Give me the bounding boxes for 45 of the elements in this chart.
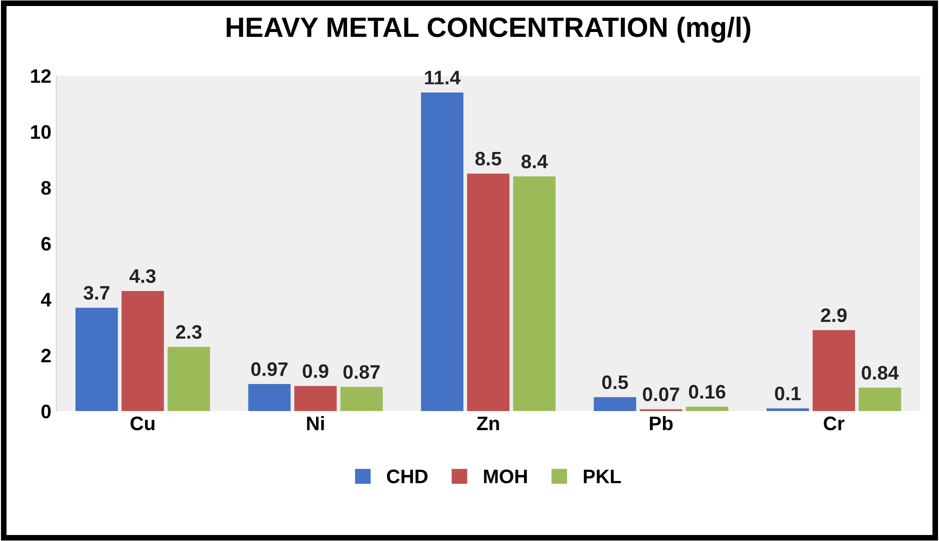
bar [294,386,337,412]
data-label: 0.07 [642,387,680,402]
y-tick-label: 12 [31,69,51,83]
legend-label: PKL [584,470,621,484]
bar [421,92,464,412]
bar [513,176,556,412]
data-label: 3.7 [84,286,110,300]
x-tick-label: Cu [130,416,154,430]
x-tick-label: Pb [650,416,673,430]
data-label: 0.97 [251,362,288,376]
data-label: 8.4 [521,154,548,168]
bar [122,290,164,412]
bar [686,406,728,412]
data-label: 11.4 [425,70,460,84]
x-tick-label: Cr [824,416,844,430]
bar [594,397,636,412]
bar [812,330,856,412]
data-label: 2.9 [820,308,847,322]
data-label: 0.1 [775,386,801,400]
y-tick-label: 2 [41,348,51,362]
bar [75,308,118,412]
bar [248,384,291,412]
data-label: 2.3 [176,325,202,339]
chart-title: HEAVY METAL CONCENTRATION (mg/l) [226,16,750,43]
y-tick-label: 0 [41,404,51,418]
data-label: 0.9 [302,364,328,378]
data-label: 0.5 [602,375,628,390]
y-tick-label: 4 [40,293,52,306]
data-label: 0.16 [688,384,726,399]
y-tick-label: 6 [41,236,51,251]
legend-label: MOH [484,470,527,484]
y-tick-label: 10 [31,125,51,139]
legend-label: CHD [387,470,428,484]
data-label: 8.5 [475,152,502,166]
y-tick-label: 8 [41,181,51,195]
x-tick-label: Zn [476,416,499,430]
bar [168,346,210,412]
data-label: 0.87 [343,365,380,379]
x-tick-label: Ni [307,416,324,430]
data-label: 4.3 [130,269,156,283]
bar [766,408,809,412]
data-label: 0.84 [862,366,899,380]
bar [340,386,383,412]
bar [858,388,902,412]
bar [467,174,510,412]
